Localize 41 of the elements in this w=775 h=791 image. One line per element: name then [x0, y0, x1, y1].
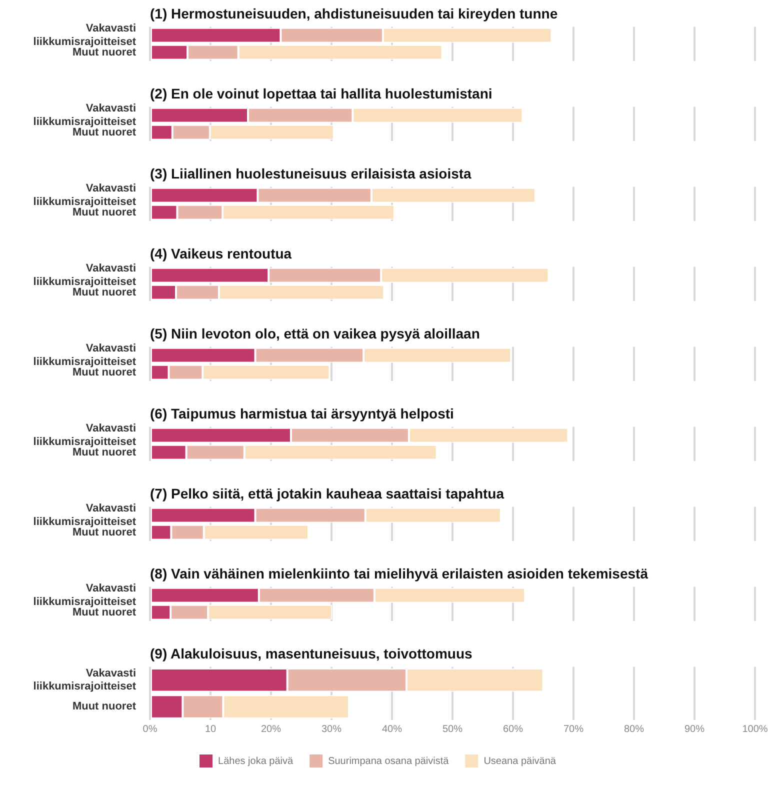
- x-tick-label: 10: [204, 724, 216, 735]
- x-tick-label: 20%: [260, 724, 282, 735]
- x-tick-label: 30%: [321, 724, 342, 735]
- y-tick-label: Vakavasti liikkumisrajoitteiset: [33, 422, 136, 448]
- x-tick-label: 90%: [684, 724, 705, 735]
- legend-label: Lähes joka päivä: [218, 756, 294, 767]
- y-tick-label: Vakavasti liikkumisrajoitteiset: [33, 182, 136, 208]
- y-tick-label: Muut nuoret: [72, 700, 136, 713]
- x-tick-label: 60%: [502, 724, 524, 735]
- x-tick-label: 80%: [624, 724, 644, 735]
- y-tick-label: Muut nuoret: [72, 126, 136, 138]
- chart-title: (1) Hermostuneisuuden, ahdistuneisuuden tai kireyden tunne: [150, 5, 558, 22]
- chart-title: (7) Pelko siitä, että jotakin kauheaa saattaisi tapahtua: [150, 485, 504, 502]
- legend-label: Suurimpana osana päivistä: [328, 756, 450, 767]
- y-tick-label: Muut nuoret: [72, 526, 136, 538]
- y-tick-label: Vakavasti liikkumisrajoitteiset: [33, 502, 136, 528]
- y-tick-label: Muut nuoret: [72, 606, 136, 618]
- chart-title: (5) Niin levoton olo, että on vaikea pysyä aloillaan: [150, 325, 480, 342]
- legend-label: Useana päivänä: [484, 756, 556, 767]
- y-tick-label: Vakavasti liikkumisrajoitteiset: [33, 102, 136, 128]
- chart-title: (6) Taipumus harmistua tai ärsyyntyä helposti: [150, 405, 454, 422]
- y-tick-label: Vakavasti liikkumisrajoitteiset: [33, 342, 136, 368]
- y-tick-label: Muut nuoret: [72, 206, 136, 218]
- chart-title: (3) Liiallinen huolestuneisuus erilaisista asioista: [150, 165, 472, 182]
- chart-title: (4) Vaikeus rentoutua: [150, 245, 292, 262]
- x-tick-label: 70%: [563, 724, 584, 735]
- y-tick-label: Muut nuoret: [72, 366, 136, 378]
- y-tick-label: Vakavasti liikkumisrajoitteiset: [33, 668, 136, 693]
- y-tick-label: Muut nuoret: [72, 446, 136, 458]
- y-tick-label: Vakavasti liikkumisrajoitteiset: [33, 262, 136, 288]
- chart-title: (8) Vain vähäinen mielenkiinto tai mielihyvä erilaisten asioiden tekemisestä: [150, 565, 648, 582]
- y-tick-label: Muut nuoret: [72, 46, 136, 58]
- x-tick-label: 50%: [442, 724, 463, 735]
- x-tick-label: 100%: [742, 724, 768, 735]
- y-tick-label: Vakavasti liikkumisrajoitteiset: [33, 582, 136, 608]
- chart-title: (2) En ole voinut lopettaa tai hallita huolestumistani: [150, 85, 492, 102]
- x-tick-label: 40%: [382, 724, 402, 735]
- y-tick-label: Muut nuoret: [72, 286, 136, 298]
- x-tick-label: 0%: [142, 724, 158, 735]
- y-tick-label: Vakavasti liikkumisrajoitteiset: [33, 22, 136, 48]
- chart-title: (9) Alakuloisuus, masentuneisuus, toivottomuus: [150, 645, 473, 662]
